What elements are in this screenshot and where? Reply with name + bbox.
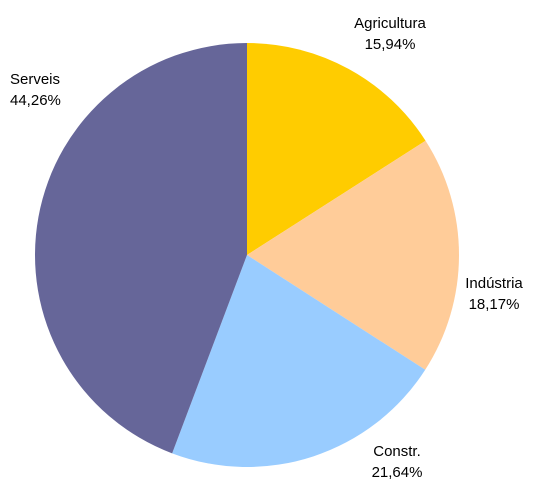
pie-labels: Agricultura 15,94% Indústria 18,17% Constr. 2… xyxy=(10,15,523,481)
slice-value-label: 18,17% xyxy=(469,296,520,313)
slice-label: Constr. xyxy=(373,443,421,460)
pie-slice-agricultura xyxy=(247,43,426,255)
slice-value-label: 21,64% xyxy=(372,464,423,481)
pie-slice-constr- xyxy=(172,255,426,467)
slice-label: Serveis xyxy=(10,71,60,88)
slice-label: Agricultura xyxy=(354,15,426,32)
slice-label: Indústria xyxy=(465,275,523,292)
pie-slices xyxy=(34,43,460,467)
slice-value-label: 44,26% xyxy=(10,92,61,109)
pie-slice-serveis xyxy=(34,43,247,454)
pie-slice-ind-stria xyxy=(247,140,460,370)
slice-value-label: 15,94% xyxy=(365,36,416,53)
